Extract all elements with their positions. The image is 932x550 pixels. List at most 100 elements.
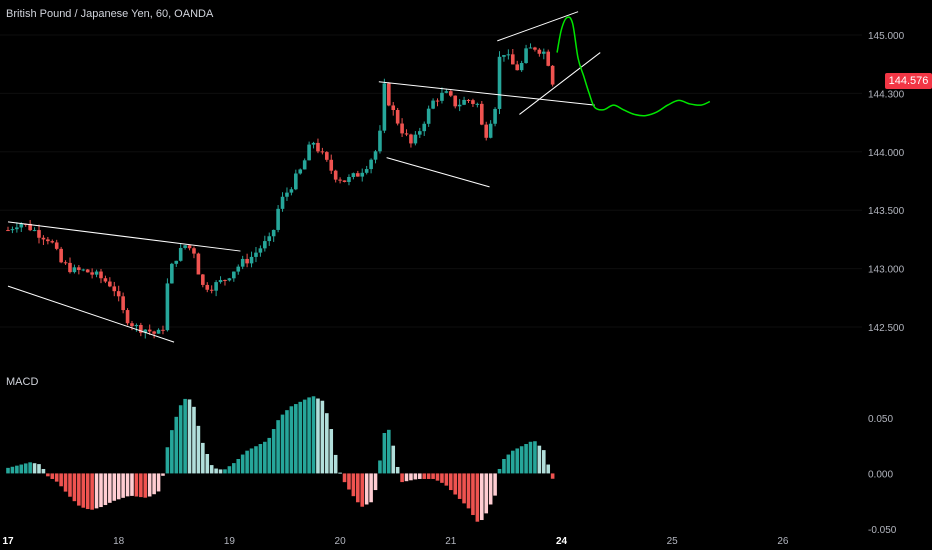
macd-bar[interactable] [471, 473, 475, 516]
macd-bar[interactable] [528, 441, 533, 474]
candle[interactable] [37, 224, 41, 244]
macd-bar[interactable] [192, 406, 196, 474]
candle[interactable] [435, 98, 440, 107]
candle[interactable] [28, 219, 32, 232]
candle[interactable] [165, 278, 170, 332]
candle[interactable] [72, 264, 77, 274]
macd-bar[interactable] [356, 473, 360, 503]
macd-bar[interactable] [178, 405, 183, 474]
trendline-wedge-lower[interactable] [519, 52, 601, 115]
candle[interactable] [54, 239, 59, 251]
candle[interactable] [156, 328, 161, 334]
candle[interactable] [502, 55, 506, 62]
macd-bar[interactable] [404, 473, 409, 482]
candle[interactable] [240, 255, 245, 270]
macd-bar[interactable] [373, 473, 378, 491]
macd-bar[interactable] [431, 473, 435, 479]
candle[interactable] [475, 102, 480, 108]
macd-bar[interactable] [85, 473, 90, 510]
candle[interactable] [329, 154, 334, 174]
macd-bar[interactable] [271, 429, 276, 474]
macd-bar[interactable] [152, 473, 156, 495]
macd-bar[interactable] [116, 473, 121, 500]
candle[interactable] [413, 131, 418, 146]
candle[interactable] [94, 269, 99, 278]
macd-bar[interactable] [497, 468, 502, 474]
macd-bar[interactable] [209, 465, 214, 474]
macd-bar[interactable] [19, 464, 24, 474]
candle[interactable] [152, 330, 156, 339]
macd-bar[interactable] [72, 473, 77, 502]
candle[interactable] [10, 226, 15, 234]
macd-bar[interactable] [165, 447, 170, 474]
macd-bar[interactable] [479, 473, 484, 521]
candle[interactable] [227, 277, 232, 282]
macd-bar[interactable] [23, 463, 28, 474]
macd-bar[interactable] [378, 460, 382, 474]
candle[interactable] [387, 82, 391, 107]
macd-bar[interactable] [502, 458, 506, 474]
candle[interactable] [537, 48, 542, 57]
candle[interactable] [510, 49, 515, 65]
macd-bar[interactable] [161, 473, 165, 476]
candle[interactable] [161, 325, 165, 335]
macd-panel[interactable] [6, 396, 555, 522]
macd-bar[interactable] [63, 473, 68, 492]
macd-bar[interactable] [387, 429, 391, 474]
macd-bar[interactable] [68, 473, 72, 497]
candle[interactable] [232, 271, 236, 282]
candle[interactable] [347, 174, 351, 186]
candle[interactable] [515, 60, 520, 71]
candle[interactable] [395, 107, 400, 126]
candle[interactable] [112, 281, 117, 297]
candle[interactable] [174, 260, 179, 267]
macd-bar[interactable] [285, 410, 289, 474]
candle[interactable] [223, 279, 227, 286]
candle[interactable] [81, 268, 86, 272]
macd-bar[interactable] [316, 398, 320, 474]
candle[interactable] [258, 245, 263, 257]
macd-bar[interactable] [435, 473, 440, 481]
candle[interactable] [143, 329, 148, 339]
macd-bar[interactable] [232, 463, 236, 474]
candle[interactable] [316, 138, 320, 154]
candle[interactable] [99, 268, 103, 284]
trendline-channel-2-lower[interactable] [386, 157, 490, 188]
price-axis[interactable]: 142.500 143.000 143.500 144.000 144.300 145.0… [868, 31, 905, 334]
candle[interactable] [364, 165, 369, 175]
candle[interactable] [488, 120, 493, 139]
candle[interactable] [422, 121, 427, 136]
macd-bar[interactable] [125, 473, 130, 497]
macd-bar[interactable] [187, 399, 192, 474]
macd-bar[interactable] [533, 441, 537, 474]
macd-bar[interactable] [59, 473, 63, 487]
macd-bar[interactable] [409, 473, 413, 481]
macd-bar[interactable] [546, 464, 551, 474]
macd-bar[interactable] [307, 397, 311, 474]
macd-bar[interactable] [130, 473, 134, 496]
macd-bar[interactable] [440, 473, 444, 483]
macd-bar[interactable] [103, 473, 108, 506]
macd-bar[interactable] [37, 464, 41, 474]
macd-bar[interactable] [338, 472, 342, 474]
candle[interactable] [338, 177, 342, 184]
macd-bar[interactable] [174, 416, 179, 474]
candle[interactable] [178, 243, 183, 262]
candle[interactable] [325, 151, 329, 162]
candle[interactable] [147, 324, 152, 335]
macd-bar[interactable] [267, 437, 272, 474]
macd-bar[interactable] [245, 450, 249, 474]
candle[interactable] [41, 235, 46, 246]
candle[interactable] [418, 127, 422, 138]
candle[interactable] [125, 308, 130, 326]
candle[interactable] [493, 107, 497, 127]
macd-bar[interactable] [183, 398, 187, 474]
macd-bar[interactable] [524, 444, 528, 474]
macd-bar[interactable] [227, 466, 232, 474]
candle[interactable] [484, 121, 489, 141]
candle[interactable] [59, 246, 63, 264]
candle[interactable] [183, 244, 187, 250]
candle[interactable] [528, 43, 533, 49]
candle[interactable] [302, 158, 307, 170]
macd-bar[interactable] [54, 473, 59, 482]
